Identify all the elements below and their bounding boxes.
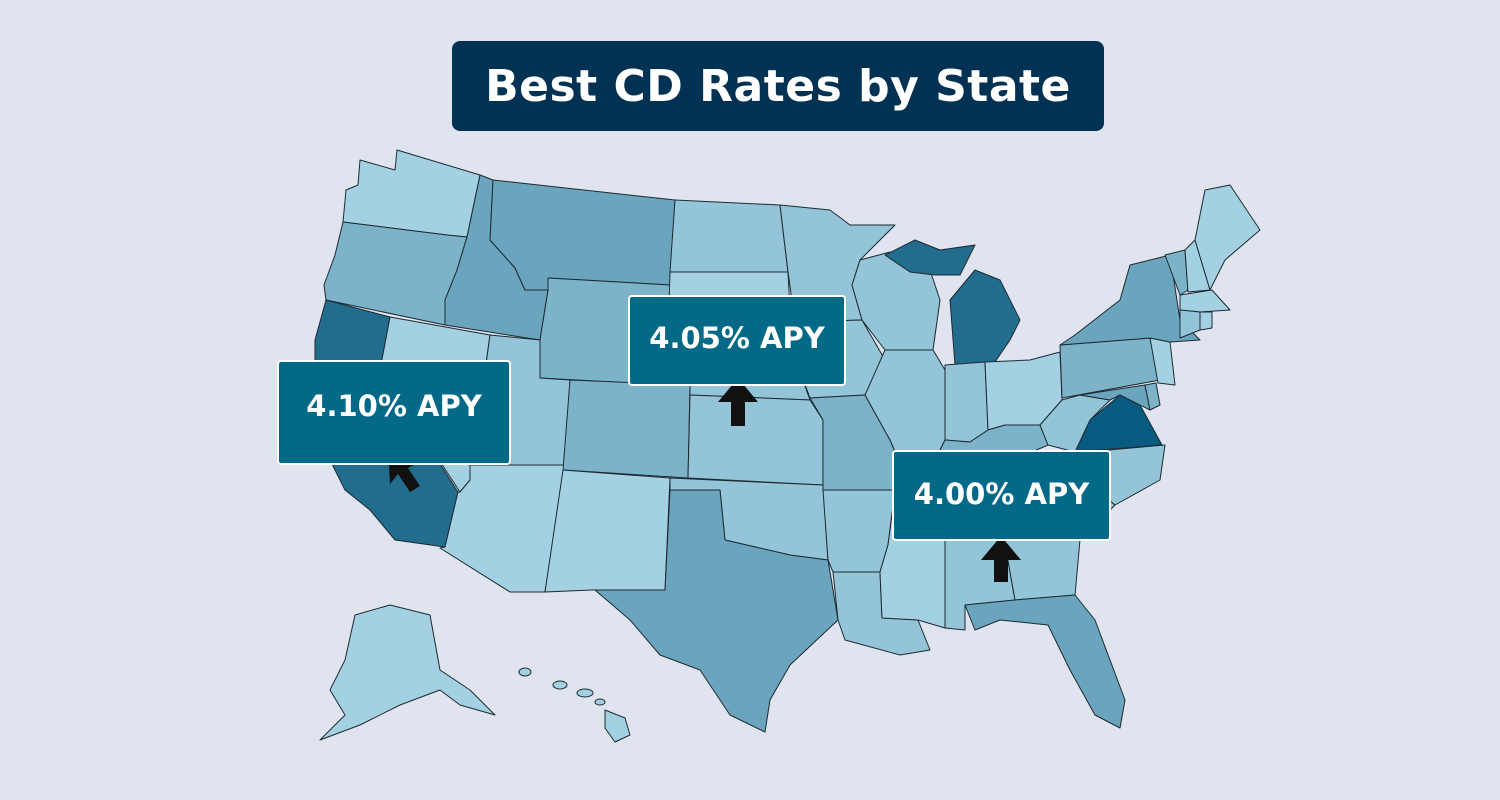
state-texas[interactable] xyxy=(594,489,839,733)
state-michigan-lower[interactable] xyxy=(949,269,1021,366)
state-west-virginia[interactable] xyxy=(1039,394,1111,453)
state-montana[interactable] xyxy=(489,179,676,291)
state-massachusetts[interactable] xyxy=(1179,289,1231,313)
state-north-dakota[interactable] xyxy=(669,199,789,273)
state-delaware[interactable] xyxy=(1144,382,1161,411)
state-florida[interactable] xyxy=(964,594,1126,729)
state-maryland[interactable] xyxy=(1079,384,1151,411)
state-hawaii[interactable] xyxy=(518,667,631,743)
callout-california: 4.10% APY xyxy=(277,360,511,465)
state-kansas[interactable] xyxy=(687,394,824,486)
callout-label: 4.05% APY xyxy=(649,320,825,355)
state-new-mexico[interactable] xyxy=(544,469,671,593)
state-indiana[interactable] xyxy=(944,361,989,443)
state-washington[interactable] xyxy=(342,149,481,238)
callout-nebraska: 4.05% APY xyxy=(628,295,846,386)
title-banner: Best CD Rates by State xyxy=(452,41,1104,131)
state-alaska[interactable] xyxy=(319,604,496,741)
state-rhode-island[interactable] xyxy=(1199,311,1213,331)
state-michigan-upper[interactable] xyxy=(884,239,976,276)
state-colorado[interactable] xyxy=(562,379,691,479)
page-title: Best CD Rates by State xyxy=(485,60,1071,112)
callout-alabama: 4.00% APY xyxy=(892,450,1111,541)
callout-label: 4.00% APY xyxy=(913,476,1090,511)
state-connecticut[interactable] xyxy=(1179,309,1201,339)
callout-label: 4.10% APY xyxy=(306,388,482,423)
